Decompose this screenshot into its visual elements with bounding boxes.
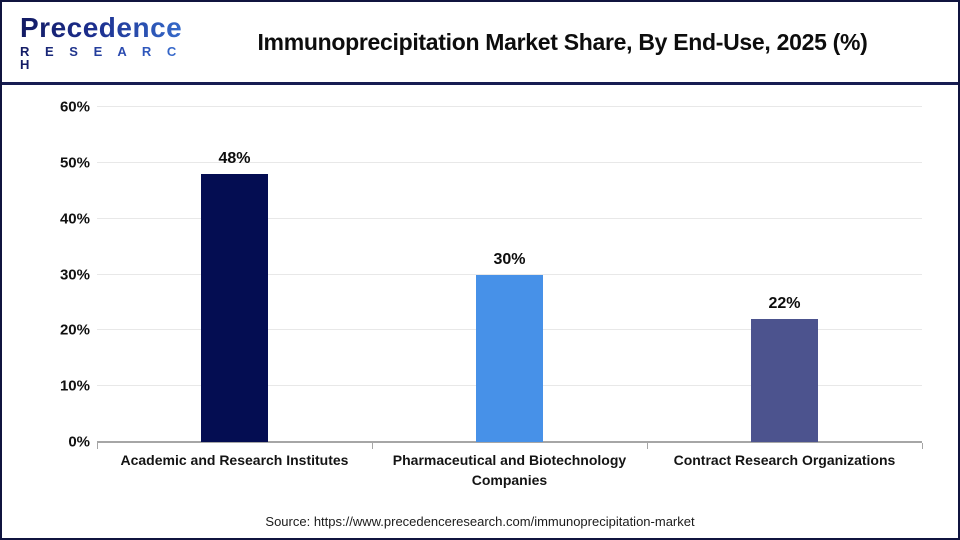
bar-value-label: 22% — [768, 295, 801, 313]
x-axis-tick — [646, 443, 648, 449]
bar — [201, 174, 268, 442]
logo-subtext: R E S E A R C H — [20, 45, 207, 71]
title-area: Immunoprecipitation Market Share, By End… — [207, 29, 958, 56]
bar-value-label: 48% — [218, 150, 251, 167]
precedence-research-logo: Precedence R E S E A R C H — [2, 13, 207, 71]
gridline — [97, 217, 922, 219]
chart-title: Immunoprecipitation Market Share, By End… — [257, 28, 868, 55]
y-tick-label: 0% — [68, 433, 90, 451]
gridline — [97, 106, 922, 107]
plot-area: 48% 30% 22% — [97, 106, 923, 449]
bar — [751, 319, 818, 442]
header: Precedence R E S E A R C H Immunoprecipi… — [2, 2, 958, 82]
category-label: Contract Research Organizations — [673, 452, 896, 468]
x-axis-baseline — [97, 441, 922, 443]
y-tick-label: 20% — [59, 321, 90, 339]
x-axis-labels: Academic and Research Institutes Pharmace… — [97, 450, 922, 491]
x-axis-tick — [371, 443, 373, 449]
source-text: Source: https://www.precedenceresearch.c… — [265, 514, 695, 529]
header-divider — [2, 82, 958, 85]
bar-value-label: 30% — [493, 250, 526, 268]
y-tick-label: 30% — [59, 266, 90, 283]
category-label: Pharmaceutical and Biotechnology Compani… — [392, 452, 627, 489]
x-axis-tick — [97, 443, 98, 449]
y-axis: 0% 10% 20% 30% 40% 50% 60% — [30, 99, 90, 451]
y-tick-label: 10% — [59, 377, 90, 395]
category-label: Academic and Research Institutes — [120, 452, 349, 468]
bar — [476, 274, 543, 442]
y-tick-label: 50% — [59, 154, 90, 172]
logo-wordmark: Precedence — [20, 13, 207, 42]
gridline — [97, 161, 922, 163]
y-tick-label: 60% — [59, 98, 90, 116]
gridline — [97, 273, 922, 275]
y-tick-label: 40% — [59, 210, 90, 228]
x-axis-tick — [922, 443, 923, 449]
